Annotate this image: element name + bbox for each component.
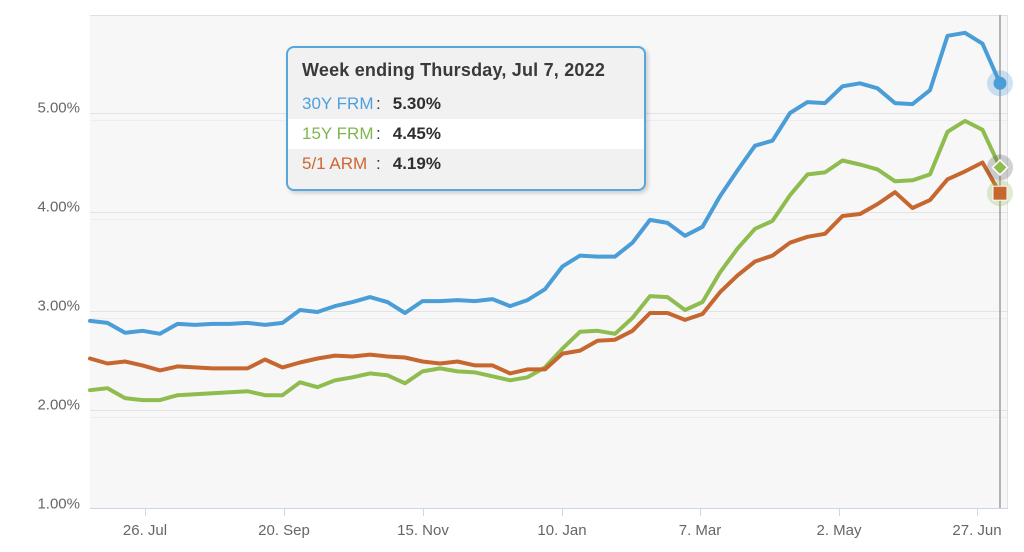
x-axis-label: 10. Jan xyxy=(537,522,586,539)
tooltip-label-30y-frm: 30Y FRM xyxy=(302,94,374,113)
tooltip-title: Week ending Thursday, Jul 7, 2022 xyxy=(302,60,606,80)
x-axis-label: 26. Jul xyxy=(123,522,167,539)
y-axis-label: 5.00% xyxy=(37,100,80,117)
tooltip-colon: : xyxy=(376,124,381,143)
tooltip-value-5-1-arm: 4.19% xyxy=(392,154,441,173)
y-axis-label: 4.00% xyxy=(37,199,80,216)
chart-tooltip: Week ending Thursday, Jul 7, 2022 30Y FR… xyxy=(286,46,646,191)
tooltip-label-5-1-arm: 5/1 ARM xyxy=(302,154,368,173)
x-axis-label: 20. Sep xyxy=(258,522,310,539)
y-axis-label: 3.00% xyxy=(37,298,80,315)
marker-5-1-arm[interactable] xyxy=(992,185,1008,201)
marker-15y-frm[interactable] xyxy=(991,158,1009,177)
x-axis-label: 7. Mar xyxy=(679,522,722,539)
marker-30y-frm[interactable] xyxy=(993,76,1007,90)
tooltip-colon: : xyxy=(376,94,381,113)
tooltip-row-30y-frm: 30Y FRM:5.30% xyxy=(288,89,644,119)
x-axis-label: 27. Jun xyxy=(952,522,1001,539)
tooltip-colon: : xyxy=(376,154,381,173)
tooltip-label-15y-frm: 15Y FRM xyxy=(302,124,374,143)
y-axis-label: 2.00% xyxy=(37,397,80,414)
tooltip-row-15y-frm: 15Y FRM:4.45% xyxy=(288,119,644,149)
series-line-5-1-arm xyxy=(88,160,1002,376)
tooltip-value-30y-frm: 5.30% xyxy=(392,94,441,113)
x-axis-label: 2. May xyxy=(816,522,862,539)
tooltip-row-5-1-arm: 5/1 ARM:4.19% xyxy=(288,149,644,179)
series-line-30y-frm xyxy=(88,30,1002,336)
y-axis-label: 1.00% xyxy=(37,496,80,513)
tooltip-value-15y-frm: 4.45% xyxy=(392,124,441,143)
x-axis-label: 15. Nov xyxy=(397,522,449,539)
